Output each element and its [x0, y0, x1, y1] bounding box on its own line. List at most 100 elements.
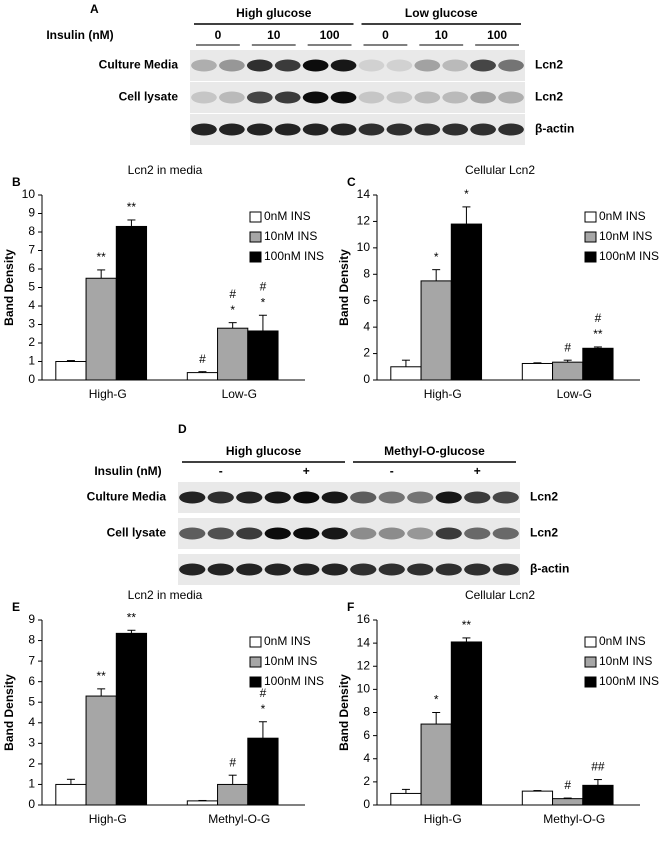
significance-mark: **: [127, 610, 137, 624]
blot-band: [246, 91, 273, 104]
y-tick-label: 4: [28, 715, 35, 729]
y-tick-label: 8: [28, 633, 35, 647]
chart-title: Cellular Lcn2: [465, 163, 535, 177]
blot-band: [435, 491, 462, 504]
significance-mark: **: [593, 327, 603, 341]
chart-title: Lcn2 in media: [128, 588, 203, 602]
legend-swatch: [249, 676, 262, 688]
insulin-dose: +: [303, 464, 310, 478]
blot-band: [321, 491, 348, 504]
insulin-label: Insulin (nM): [94, 464, 161, 478]
blot-band: [470, 59, 496, 72]
bar: [186, 372, 219, 381]
y-tick-label: 3: [28, 736, 35, 750]
significance-mark: *: [261, 702, 266, 716]
significance-mark: *: [261, 295, 266, 309]
legend-label: 100nM INS: [264, 249, 324, 263]
significance-mark: #: [564, 778, 571, 792]
blot-strip: [190, 82, 525, 113]
bar: [115, 225, 148, 381]
blot-band: [302, 91, 329, 104]
x-tick-label: Low-G: [557, 387, 592, 401]
row-label: Culture Media: [87, 490, 167, 504]
y-tick-label: 2: [28, 756, 35, 770]
row-tag: β-actin: [530, 562, 569, 576]
blot-band: [435, 527, 462, 540]
blot-band: [498, 91, 524, 104]
significance-mark: *: [230, 303, 235, 317]
x-tick-label: High-G: [89, 812, 127, 826]
blot-band: [378, 527, 405, 540]
blot-strip: [178, 482, 520, 513]
y-tick-label: 4: [363, 319, 370, 333]
blot-band: [470, 91, 496, 104]
panel-label: C: [347, 175, 356, 189]
blot-strip: [178, 518, 520, 549]
blot-band: [207, 563, 234, 576]
insulin-dose: 100: [487, 28, 507, 42]
blot-band: [179, 491, 206, 504]
blot-band: [293, 491, 320, 504]
y-axis-label: Band Density: [2, 249, 16, 326]
blot-band: [407, 563, 434, 576]
bar: [420, 723, 452, 806]
blot-band: [498, 59, 524, 72]
bar: [390, 366, 422, 381]
legend-swatch: [584, 656, 597, 668]
blot-band: [236, 563, 263, 576]
legend-swatch: [584, 636, 597, 648]
blot-band: [236, 491, 263, 504]
legend-label: 0nM INS: [264, 209, 311, 223]
row-tag: Lcn2: [535, 90, 563, 104]
y-tick-label: 2: [363, 346, 370, 360]
significance-mark: #: [199, 352, 206, 366]
significance-mark: *: [434, 693, 439, 707]
legend-swatch: [249, 251, 262, 263]
bar: [247, 737, 279, 806]
blot-band: [264, 527, 291, 540]
x-tick-label: High-G: [89, 387, 127, 401]
y-tick-label: 16: [357, 612, 371, 626]
y-axis-label: Band Density: [2, 674, 16, 751]
blot-band: [207, 491, 234, 504]
significance-mark: #: [564, 340, 571, 354]
significance-mark: #: [229, 755, 236, 769]
blot-band: [219, 123, 245, 136]
y-tick-label: 0: [28, 797, 35, 811]
y-tick-label: 6: [28, 261, 35, 275]
bar: [521, 790, 554, 806]
blot-band: [442, 91, 469, 104]
row-tag: Lcn2: [530, 490, 558, 504]
blot-band: [492, 563, 519, 576]
blot-band: [302, 123, 329, 136]
legend-label: 0nM INS: [264, 634, 311, 648]
blot-band: [358, 123, 385, 136]
blot-band: [264, 491, 291, 504]
blot-band: [350, 527, 377, 540]
blot-band: [492, 527, 519, 540]
blot-band: [358, 91, 385, 104]
y-tick-label: 3: [28, 317, 35, 331]
blot-band: [264, 563, 291, 576]
significance-mark: **: [97, 250, 107, 264]
blot-band: [179, 527, 206, 540]
x-tick-label: Low-G: [222, 387, 257, 401]
blot-band: [191, 91, 217, 104]
group-label: Methyl-O-glucose: [384, 444, 485, 458]
legend-swatch: [584, 251, 597, 263]
blot-band: [236, 527, 263, 540]
y-tick-label: 1: [28, 777, 35, 791]
blot-band: [378, 491, 405, 504]
blot-band: [179, 563, 206, 576]
blot-band: [414, 123, 441, 136]
blot-strip: [178, 554, 520, 585]
bar: [115, 632, 148, 806]
row-label: Culture Media: [99, 58, 179, 72]
blot-band: [386, 59, 413, 72]
blot-strip: [190, 50, 525, 81]
blot-band: [407, 527, 434, 540]
blot-band: [442, 59, 469, 72]
bar: [450, 641, 483, 806]
y-tick-label: 14: [357, 187, 371, 201]
y-tick-label: 9: [28, 206, 35, 220]
